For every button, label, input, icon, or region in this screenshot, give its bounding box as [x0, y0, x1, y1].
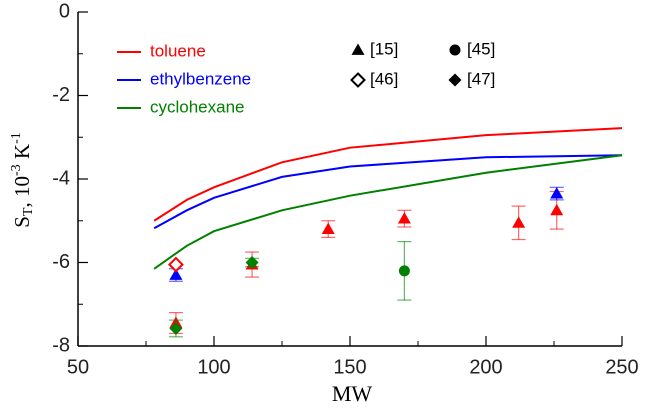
y-axis-label: ST, 10-3 K-1 — [9, 132, 36, 228]
legend-label: toluene — [150, 41, 206, 60]
x-tick-label: 150 — [333, 356, 366, 378]
data-point — [398, 265, 410, 277]
y-tick-label: -6 — [52, 251, 70, 273]
legend-marker — [449, 44, 461, 56]
data-point — [512, 216, 526, 228]
legend-label: ethylbenzene — [150, 69, 251, 88]
x-tick-label: 250 — [605, 356, 638, 378]
legend-label: [45] — [467, 39, 495, 58]
data-point — [168, 256, 184, 273]
curve — [153, 127, 623, 222]
y-tick-label: 0 — [59, 0, 70, 22]
legend-marker — [351, 43, 365, 55]
x-tick-label: 50 — [67, 356, 89, 378]
legend-label: [46] — [370, 69, 398, 88]
data-point — [321, 222, 335, 234]
data-point — [169, 321, 183, 335]
data-point — [169, 268, 183, 280]
legend-label: cyclohexane — [150, 97, 245, 116]
data-point — [550, 187, 564, 199]
data-point — [397, 212, 411, 224]
x-axis-label: MW — [332, 381, 373, 406]
data-point — [550, 203, 564, 216]
x-tick-label: 200 — [469, 356, 502, 378]
legend-label: [15] — [370, 39, 398, 58]
x-tick-label: 100 — [197, 356, 230, 378]
data-point — [245, 256, 259, 269]
curve — [153, 154, 623, 230]
legend-marker — [350, 72, 366, 88]
curve — [153, 154, 623, 270]
legend-marker — [448, 73, 462, 87]
y-tick-label: -4 — [52, 167, 70, 189]
y-tick-label: -8 — [52, 334, 70, 356]
y-tick-label: -2 — [52, 84, 70, 106]
legend-label: [47] — [467, 69, 495, 88]
